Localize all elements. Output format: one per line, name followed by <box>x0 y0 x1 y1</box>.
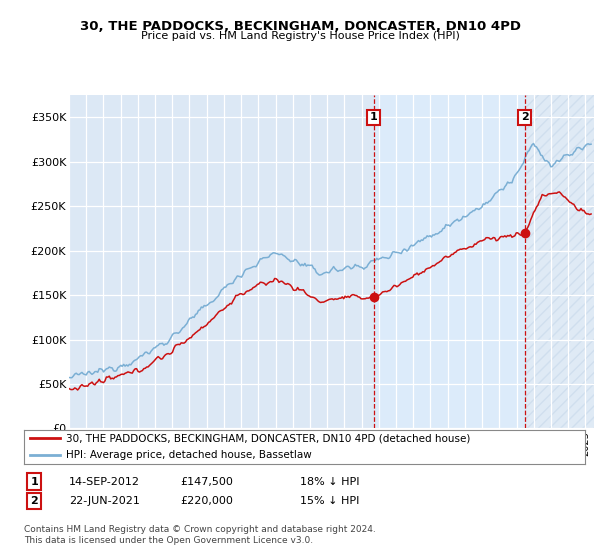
Text: £220,000: £220,000 <box>180 496 233 506</box>
Bar <box>524 95 594 428</box>
Text: 2: 2 <box>31 496 38 506</box>
Bar <box>524 95 594 428</box>
Text: HPI: Average price, detached house, Bassetlaw: HPI: Average price, detached house, Bass… <box>66 450 312 460</box>
Text: 22-JUN-2021: 22-JUN-2021 <box>69 496 140 506</box>
Text: 30, THE PADDOCKS, BECKINGHAM, DONCASTER, DN10 4PD (detached house): 30, THE PADDOCKS, BECKINGHAM, DONCASTER,… <box>66 433 470 444</box>
Text: 1: 1 <box>31 477 38 487</box>
Text: 18% ↓ HPI: 18% ↓ HPI <box>300 477 359 487</box>
Text: 15% ↓ HPI: 15% ↓ HPI <box>300 496 359 506</box>
Bar <box>374 95 524 428</box>
Text: £147,500: £147,500 <box>180 477 233 487</box>
Text: 1: 1 <box>370 113 378 123</box>
Text: 2: 2 <box>521 113 529 123</box>
Text: Contains HM Land Registry data © Crown copyright and database right 2024.
This d: Contains HM Land Registry data © Crown c… <box>24 525 376 545</box>
Text: Price paid vs. HM Land Registry's House Price Index (HPI): Price paid vs. HM Land Registry's House … <box>140 31 460 41</box>
Text: 30, THE PADDOCKS, BECKINGHAM, DONCASTER, DN10 4PD: 30, THE PADDOCKS, BECKINGHAM, DONCASTER,… <box>79 20 521 32</box>
Text: 14-SEP-2012: 14-SEP-2012 <box>69 477 140 487</box>
